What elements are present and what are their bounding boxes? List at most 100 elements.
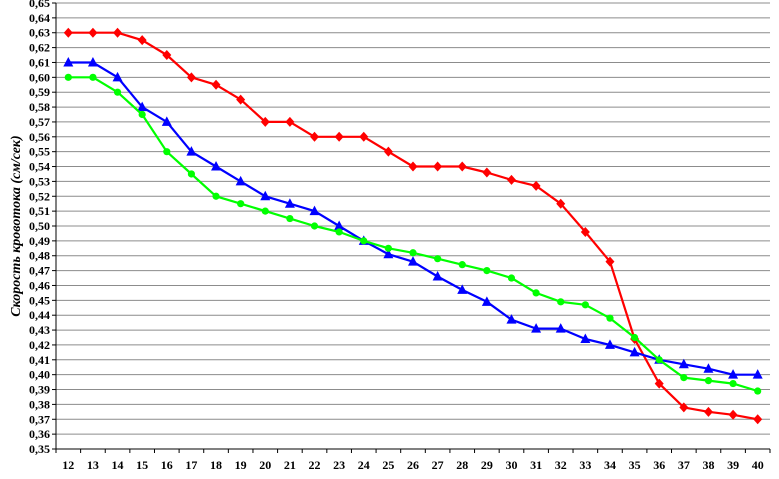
x-tick-label: 40 — [752, 458, 764, 472]
series-3-point — [458, 261, 466, 269]
series-1-point — [654, 378, 664, 389]
series-2-point — [481, 296, 492, 306]
x-tick-label: 12 — [62, 458, 74, 472]
x-tick-label: 39 — [727, 458, 739, 472]
y-tick-label: 0,52 — [29, 189, 50, 203]
x-tick-label: 18 — [210, 458, 222, 472]
y-axis-label: Скорость кровотока (см/сек) — [9, 135, 24, 316]
series-3-point — [286, 214, 294, 223]
y-tick-label: 0,36 — [29, 427, 50, 441]
axes — [55, 3, 770, 450]
series-2-point — [457, 284, 468, 294]
y-tick-label: 0,43 — [29, 323, 50, 337]
series-3-point — [212, 192, 220, 200]
series-2-point — [506, 314, 517, 324]
y-tick-label: 0,44 — [29, 308, 50, 322]
series-1-point — [408, 161, 418, 172]
x-tick-label: 17 — [185, 458, 197, 472]
series-3-point — [187, 170, 196, 178]
series-3-point — [113, 88, 122, 96]
x-tick-label: 14 — [112, 458, 124, 472]
series-2-point — [728, 369, 739, 379]
series-1-point — [260, 116, 270, 127]
y-tick-label: 0,65 — [29, 0, 50, 10]
series-1-point — [482, 167, 492, 178]
series-2-point — [309, 205, 320, 216]
x-tick-label: 27 — [432, 458, 444, 472]
series-2-point — [703, 363, 714, 373]
grid-lines — [56, 2, 770, 435]
y-tick-label: 0,41 — [29, 353, 50, 367]
series-2-point — [260, 190, 271, 201]
series-group — [63, 27, 763, 425]
y-tick-label: 0,60 — [29, 70, 50, 84]
series-1-point — [383, 146, 393, 157]
x-axis-ticks: 12 13 14 15 16 17 18 19 20 21 22 23 24 25 26 27 28 29 30 31… — [55, 449, 771, 472]
series-1-point — [556, 198, 566, 209]
x-tick-label: 35 — [629, 458, 641, 472]
x-tick-label: 33 — [579, 458, 591, 472]
series-2-point — [235, 175, 246, 186]
series-3-point — [606, 314, 614, 322]
x-tick-label: 31 — [530, 458, 542, 472]
series-3-point — [360, 237, 368, 245]
y-tick-label: 0,42 — [29, 338, 50, 352]
y-tick-label: 0,64 — [29, 11, 50, 25]
x-tick-label: 37 — [678, 458, 690, 472]
series-2-point — [432, 271, 443, 281]
series-3-point — [532, 289, 540, 297]
series-2-point — [383, 248, 394, 259]
x-tick-label: 20 — [259, 458, 271, 472]
x-tick-label: 25 — [382, 458, 394, 472]
series-1-point — [137, 35, 147, 46]
series-3-point — [310, 222, 319, 230]
series-3-point — [507, 274, 516, 282]
y-tick-label: 0,63 — [29, 26, 50, 40]
series-1-point — [580, 226, 590, 237]
series-1-point — [63, 27, 73, 38]
series-1-point — [334, 131, 344, 142]
series-1-point — [605, 256, 615, 267]
series-3-point — [138, 110, 146, 119]
series-3-point — [261, 207, 269, 215]
y-tick-label: 0,56 — [29, 130, 50, 144]
series-1-point — [531, 180, 541, 191]
series-2-point — [752, 369, 763, 379]
series-2-point — [63, 56, 74, 67]
series-1-point — [310, 131, 320, 142]
series-3-point — [729, 379, 737, 388]
series-2-point — [137, 101, 148, 112]
y-tick-label: 0,54 — [29, 160, 50, 174]
y-tick-label: 0,58 — [29, 100, 50, 114]
series-1-point — [457, 161, 467, 172]
series-1-point — [211, 79, 221, 90]
series-3-point — [335, 228, 343, 236]
y-tick-label: 0,46 — [29, 278, 50, 292]
series-3-point — [581, 301, 589, 309]
y-tick-label: 0,48 — [29, 249, 50, 263]
x-tick-label: 24 — [358, 458, 370, 472]
series-2-point — [604, 339, 615, 349]
y-tick-label: 0,49 — [29, 234, 50, 248]
series-3-point — [434, 255, 442, 263]
x-tick-label: 21 — [284, 458, 296, 472]
series-2-point — [161, 116, 172, 126]
series-2-point — [186, 146, 197, 156]
y-tick-label: 0,62 — [29, 41, 50, 55]
y-axis-ticks: 0,350,360,370,380,390,400,410,420,430,44… — [29, 0, 56, 456]
x-tick-label: 30 — [505, 458, 517, 472]
series-line-3 — [68, 76, 759, 393]
y-tick-label: 0,39 — [29, 383, 50, 397]
x-tick-label: 16 — [161, 458, 173, 472]
y-tick-label: 0,53 — [29, 174, 50, 188]
y-tick-label: 0,47 — [29, 264, 50, 278]
series-2-point — [555, 323, 566, 333]
y-tick-label: 0,45 — [29, 293, 50, 307]
y-tick-label: 0,35 — [29, 442, 50, 456]
series-2-point — [678, 358, 689, 369]
series-2-point — [211, 161, 222, 171]
y-tick-label: 0,55 — [29, 145, 50, 159]
x-tick-label: 32 — [555, 458, 567, 472]
x-tick-label: 23 — [333, 458, 345, 472]
y-tick-label: 0,38 — [29, 397, 50, 411]
